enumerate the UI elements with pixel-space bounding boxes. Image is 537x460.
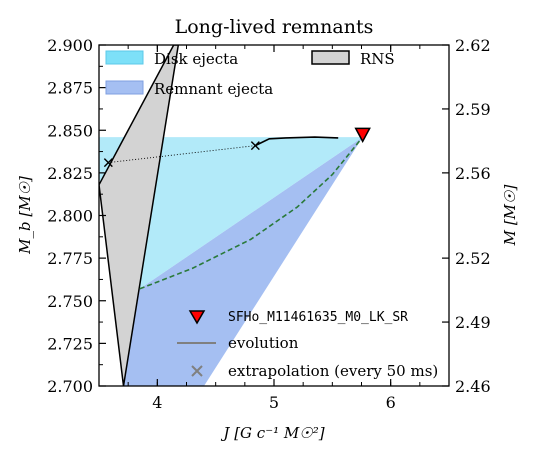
x-tick-label: 6 [386, 393, 396, 412]
legend-swatch-rns [311, 50, 350, 65]
y-axis-label: M_b [M☉] [16, 176, 34, 255]
ejecta-boundary-curve [139, 136, 364, 290]
y-tick-label: 2.700 [47, 377, 93, 396]
legend-red-triangle-icon [188, 310, 206, 325]
legend-label-disk-ejecta: Disk ejecta [154, 50, 238, 68]
disk-ejecta-region [99, 137, 363, 289]
y-tick-label-right: 2.46 [455, 377, 491, 396]
chart-title: Long-lived remnants [175, 16, 374, 38]
legend-top: Disk ejecta Remnant ejecta RNS [105, 50, 395, 98]
x-axis-ticks: 4 5 6 [98, 45, 450, 412]
y-tick-label: 2.725 [47, 334, 93, 353]
x-tick-label: 5 [269, 393, 279, 412]
legend-label-evolution: evolution [228, 334, 299, 352]
x-tick-label: 4 [152, 393, 162, 412]
model-marker [354, 127, 371, 143]
legend-swatch-disk-ejecta [105, 50, 144, 65]
left-axis-ticks: 2.700 2.725 2.750 2.775 2.800 2.825 2.850 2.875… [47, 36, 106, 396]
rns-band [99, 45, 180, 386]
extrapolation-markers [103, 141, 260, 168]
y-tick-label: 2.775 [47, 249, 93, 268]
legend-label-extrapolation: extrapolation (every 50 ms) [228, 362, 438, 380]
y-tick-label: 2.750 [47, 292, 93, 311]
legend-gray-x-icon [191, 365, 203, 377]
extrapolation-point-1 [250, 141, 260, 151]
plot-area [99, 45, 371, 386]
extrapolation-line [108, 145, 256, 164]
legend-label-model: SFHo_M11461635_M0_LK_SR [228, 310, 408, 325]
y-tick-label: 2.825 [47, 164, 93, 183]
extrapolation-point-0 [103, 158, 113, 168]
x-axis-label: J [G c⁻¹ M☉²] [220, 424, 324, 442]
y-tick-label: 2.900 [47, 36, 93, 55]
legend-swatch-remnant-ejecta [105, 80, 144, 95]
y-tick-label-right: 2.52 [455, 249, 491, 268]
model-triangle-marker [354, 127, 371, 143]
y-tick-label-right: 2.59 [455, 100, 491, 119]
legend-label-rns: RNS [360, 50, 395, 68]
remnant-ejecta-region [123, 137, 363, 386]
y-tick-label-right: 2.56 [455, 164, 491, 183]
right-axis-ticks: 2.46 2.49 2.52 2.56 2.59 2.62 [442, 36, 491, 396]
y-axis-label-right: M [M☉] [501, 185, 519, 247]
y-tick-label-right: 2.62 [455, 36, 491, 55]
legend-label-remnant-ejecta: Remnant ejecta [154, 80, 273, 98]
evolution-curve [254, 136, 339, 147]
y-tick-label: 2.875 [47, 79, 93, 98]
y-tick-label: 2.800 [47, 207, 93, 226]
y-tick-label: 2.850 [47, 121, 93, 140]
legend-bottom: SFHo_M11461635_M0_LK_SR evolution extrap… [177, 310, 438, 380]
y-tick-label-right: 2.49 [455, 313, 491, 332]
